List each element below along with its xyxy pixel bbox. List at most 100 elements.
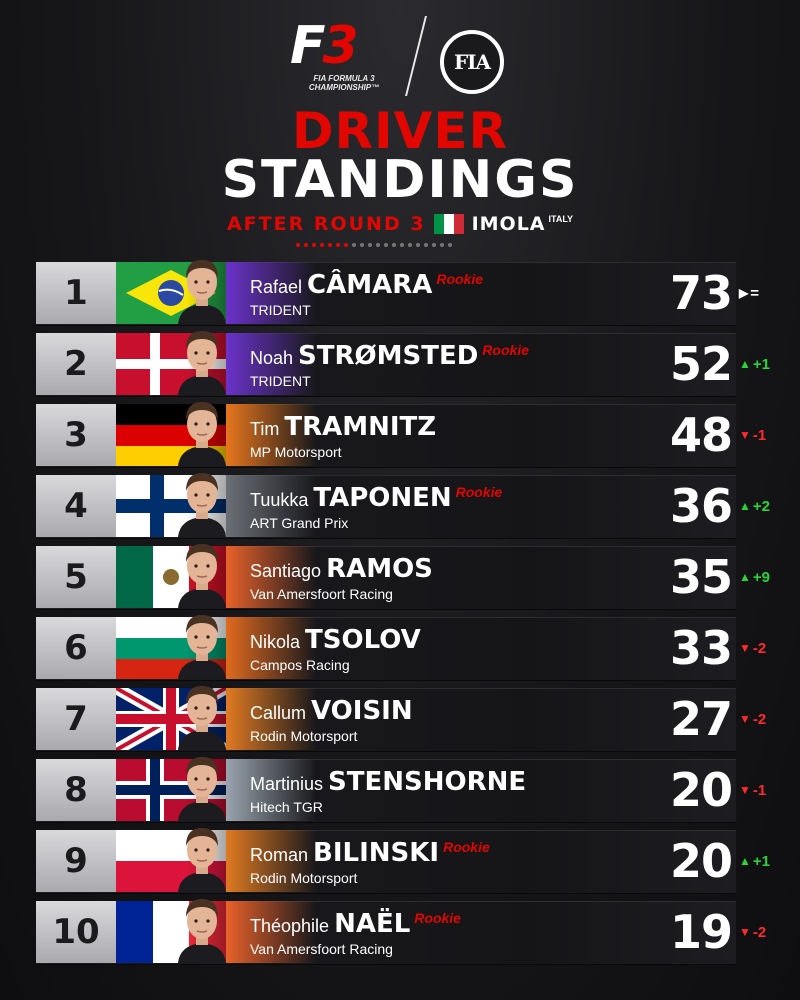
driver-name: Noah STRØMSTED Rookie: [250, 341, 650, 371]
driver-last-name: CÂMARA: [307, 270, 433, 300]
position-change-value: -2: [752, 639, 767, 657]
arrow-down-icon: ▼: [739, 428, 751, 442]
position-number: 6: [36, 617, 116, 679]
driver-photo: [172, 396, 232, 466]
driver-photo: [172, 893, 232, 963]
driver-last-name: STENSHORNE: [328, 767, 527, 797]
position-change-value: -2: [752, 923, 767, 941]
country-label: ITALY: [548, 214, 574, 224]
italy-flag-icon: [433, 214, 464, 234]
driver-photo: [172, 609, 232, 679]
driver-last-name: RAMOS: [326, 554, 433, 584]
driver-last-name: NAËL: [334, 909, 411, 939]
position-change: ▼ -2: [739, 901, 799, 963]
f3-logo-subtitle: FIA FORMULA 3 CHAMPIONSHIP™: [308, 74, 380, 92]
arrow-right-icon: ▶: [739, 286, 749, 300]
driver-photo: [172, 822, 232, 892]
points-value: 20: [669, 763, 733, 817]
driver-info: Tuukka TAPONEN Rookie ART Grand Prix: [250, 483, 650, 531]
driver-last-name: TSOLOV: [305, 625, 421, 655]
round-dot: [392, 243, 396, 247]
position-change-value: +1: [752, 852, 770, 870]
subtitle: AFTER ROUND 3 IMOLA ITALY: [0, 212, 800, 236]
driver-photo: [172, 680, 232, 750]
round-dot: [408, 243, 412, 247]
position-number: 3: [36, 404, 116, 466]
arrow-down-icon: ▼: [739, 641, 751, 655]
arrow-down-icon: ▼: [739, 783, 751, 797]
team-color-bar: [226, 404, 316, 466]
driver-info: Nikola TSOLOV Campos Racing: [250, 625, 650, 673]
position-change-value: -1: [752, 781, 767, 799]
round-dot: [424, 243, 428, 247]
round-dot: [416, 243, 420, 247]
driver-info: Santiago RAMOS Van Amersfoort Racing: [250, 554, 650, 602]
title-driver: DRIVER: [292, 102, 508, 160]
position-number: 7: [36, 688, 116, 750]
driver-name: Santiago RAMOS: [250, 554, 650, 584]
standings-row: 3 Tim TRAMNITZ MP Motorsport 48 ▼ -1: [36, 402, 767, 468]
driver-first-name: Théophile: [250, 916, 330, 936]
driver-first-name: Roman: [250, 845, 309, 865]
standings-row: 9 Roman BILINSKI Rookie Rodin Motorsport 2…: [36, 828, 770, 894]
driver-first-name: Santiago: [250, 561, 322, 581]
arrow-up-icon: ▲: [739, 570, 751, 584]
driver-photo: [172, 254, 232, 324]
round-dot: [384, 243, 388, 247]
position-number: 1: [36, 262, 116, 324]
logo-divider: [405, 16, 427, 96]
driver-name: Rafael CÂMARA Rookie: [250, 270, 650, 300]
driver-first-name: Rafael: [250, 277, 303, 297]
rookie-badge: Rookie: [414, 910, 461, 926]
round-dot: [432, 243, 436, 247]
team-name: Rodin Motorsport: [250, 870, 358, 886]
driver-first-name: Callum: [250, 703, 307, 723]
position-change-value: +9: [752, 568, 770, 586]
rookie-badge: Rookie: [436, 271, 484, 287]
position-change-value: -2: [752, 710, 767, 728]
standings-row: 1 Rafael CÂMARA Rookie TRIDENT 73 ▶ =: [36, 260, 764, 326]
round-label: AFTER ROUND 3: [226, 213, 426, 235]
team-name: TRIDENT: [250, 373, 311, 389]
driver-name: Tuukka TAPONEN Rookie: [250, 483, 650, 513]
driver-photo: [172, 325, 232, 395]
position-change-value: =: [750, 284, 759, 302]
team-name: Hitech TGR: [250, 799, 323, 815]
round-dot: [344, 243, 348, 247]
round-dot: [400, 243, 404, 247]
standings-row: 2 Noah STRØMSTED Rookie TRIDENT 52 ▲ +1: [36, 331, 770, 397]
rookie-badge: Rookie: [482, 342, 529, 358]
round-dot: [448, 243, 452, 247]
driver-first-name: Nikola: [250, 632, 301, 652]
team-color-bar: [226, 262, 316, 324]
fia-logo: FIA: [440, 30, 504, 94]
team-name: Rodin Motorsport: [250, 728, 358, 744]
driver-name: Tim TRAMNITZ: [250, 412, 650, 442]
arrow-up-icon: ▲: [739, 854, 751, 868]
points-value: 52: [669, 337, 733, 391]
round-dot: [352, 243, 356, 247]
arrow-up-icon: ▲: [739, 499, 751, 513]
driver-photo: [172, 538, 232, 608]
position-change: ▼ -2: [739, 617, 799, 679]
position-number: 10: [36, 901, 116, 963]
round-dot: [368, 243, 372, 247]
fia-logo-text: FIA: [453, 50, 491, 74]
driver-name: Callum VOISIN: [250, 696, 650, 726]
round-dot: [336, 243, 340, 247]
position-change: ▶ =: [739, 262, 799, 324]
f3-logo-mark: F3: [290, 16, 359, 76]
position-number: 8: [36, 759, 116, 821]
position-number: 5: [36, 546, 116, 608]
position-change-value: -1: [752, 426, 767, 444]
standings-row: 10 Théophile NAËL Rookie Van Amersfoort Ra…: [36, 899, 766, 965]
driver-info: Noah STRØMSTED Rookie TRIDENT: [250, 341, 650, 389]
driver-first-name: Tuukka: [250, 490, 309, 510]
round-dot: [360, 243, 364, 247]
driver-last-name: TRAMNITZ: [284, 412, 437, 442]
driver-info: Théophile NAËL Rookie Van Amersfoort Racin…: [250, 909, 650, 957]
position-change: ▼ -1: [739, 759, 799, 821]
points-value: 33: [669, 621, 733, 675]
driver-name: Nikola TSOLOV: [250, 625, 650, 655]
driver-photo: [172, 751, 232, 821]
